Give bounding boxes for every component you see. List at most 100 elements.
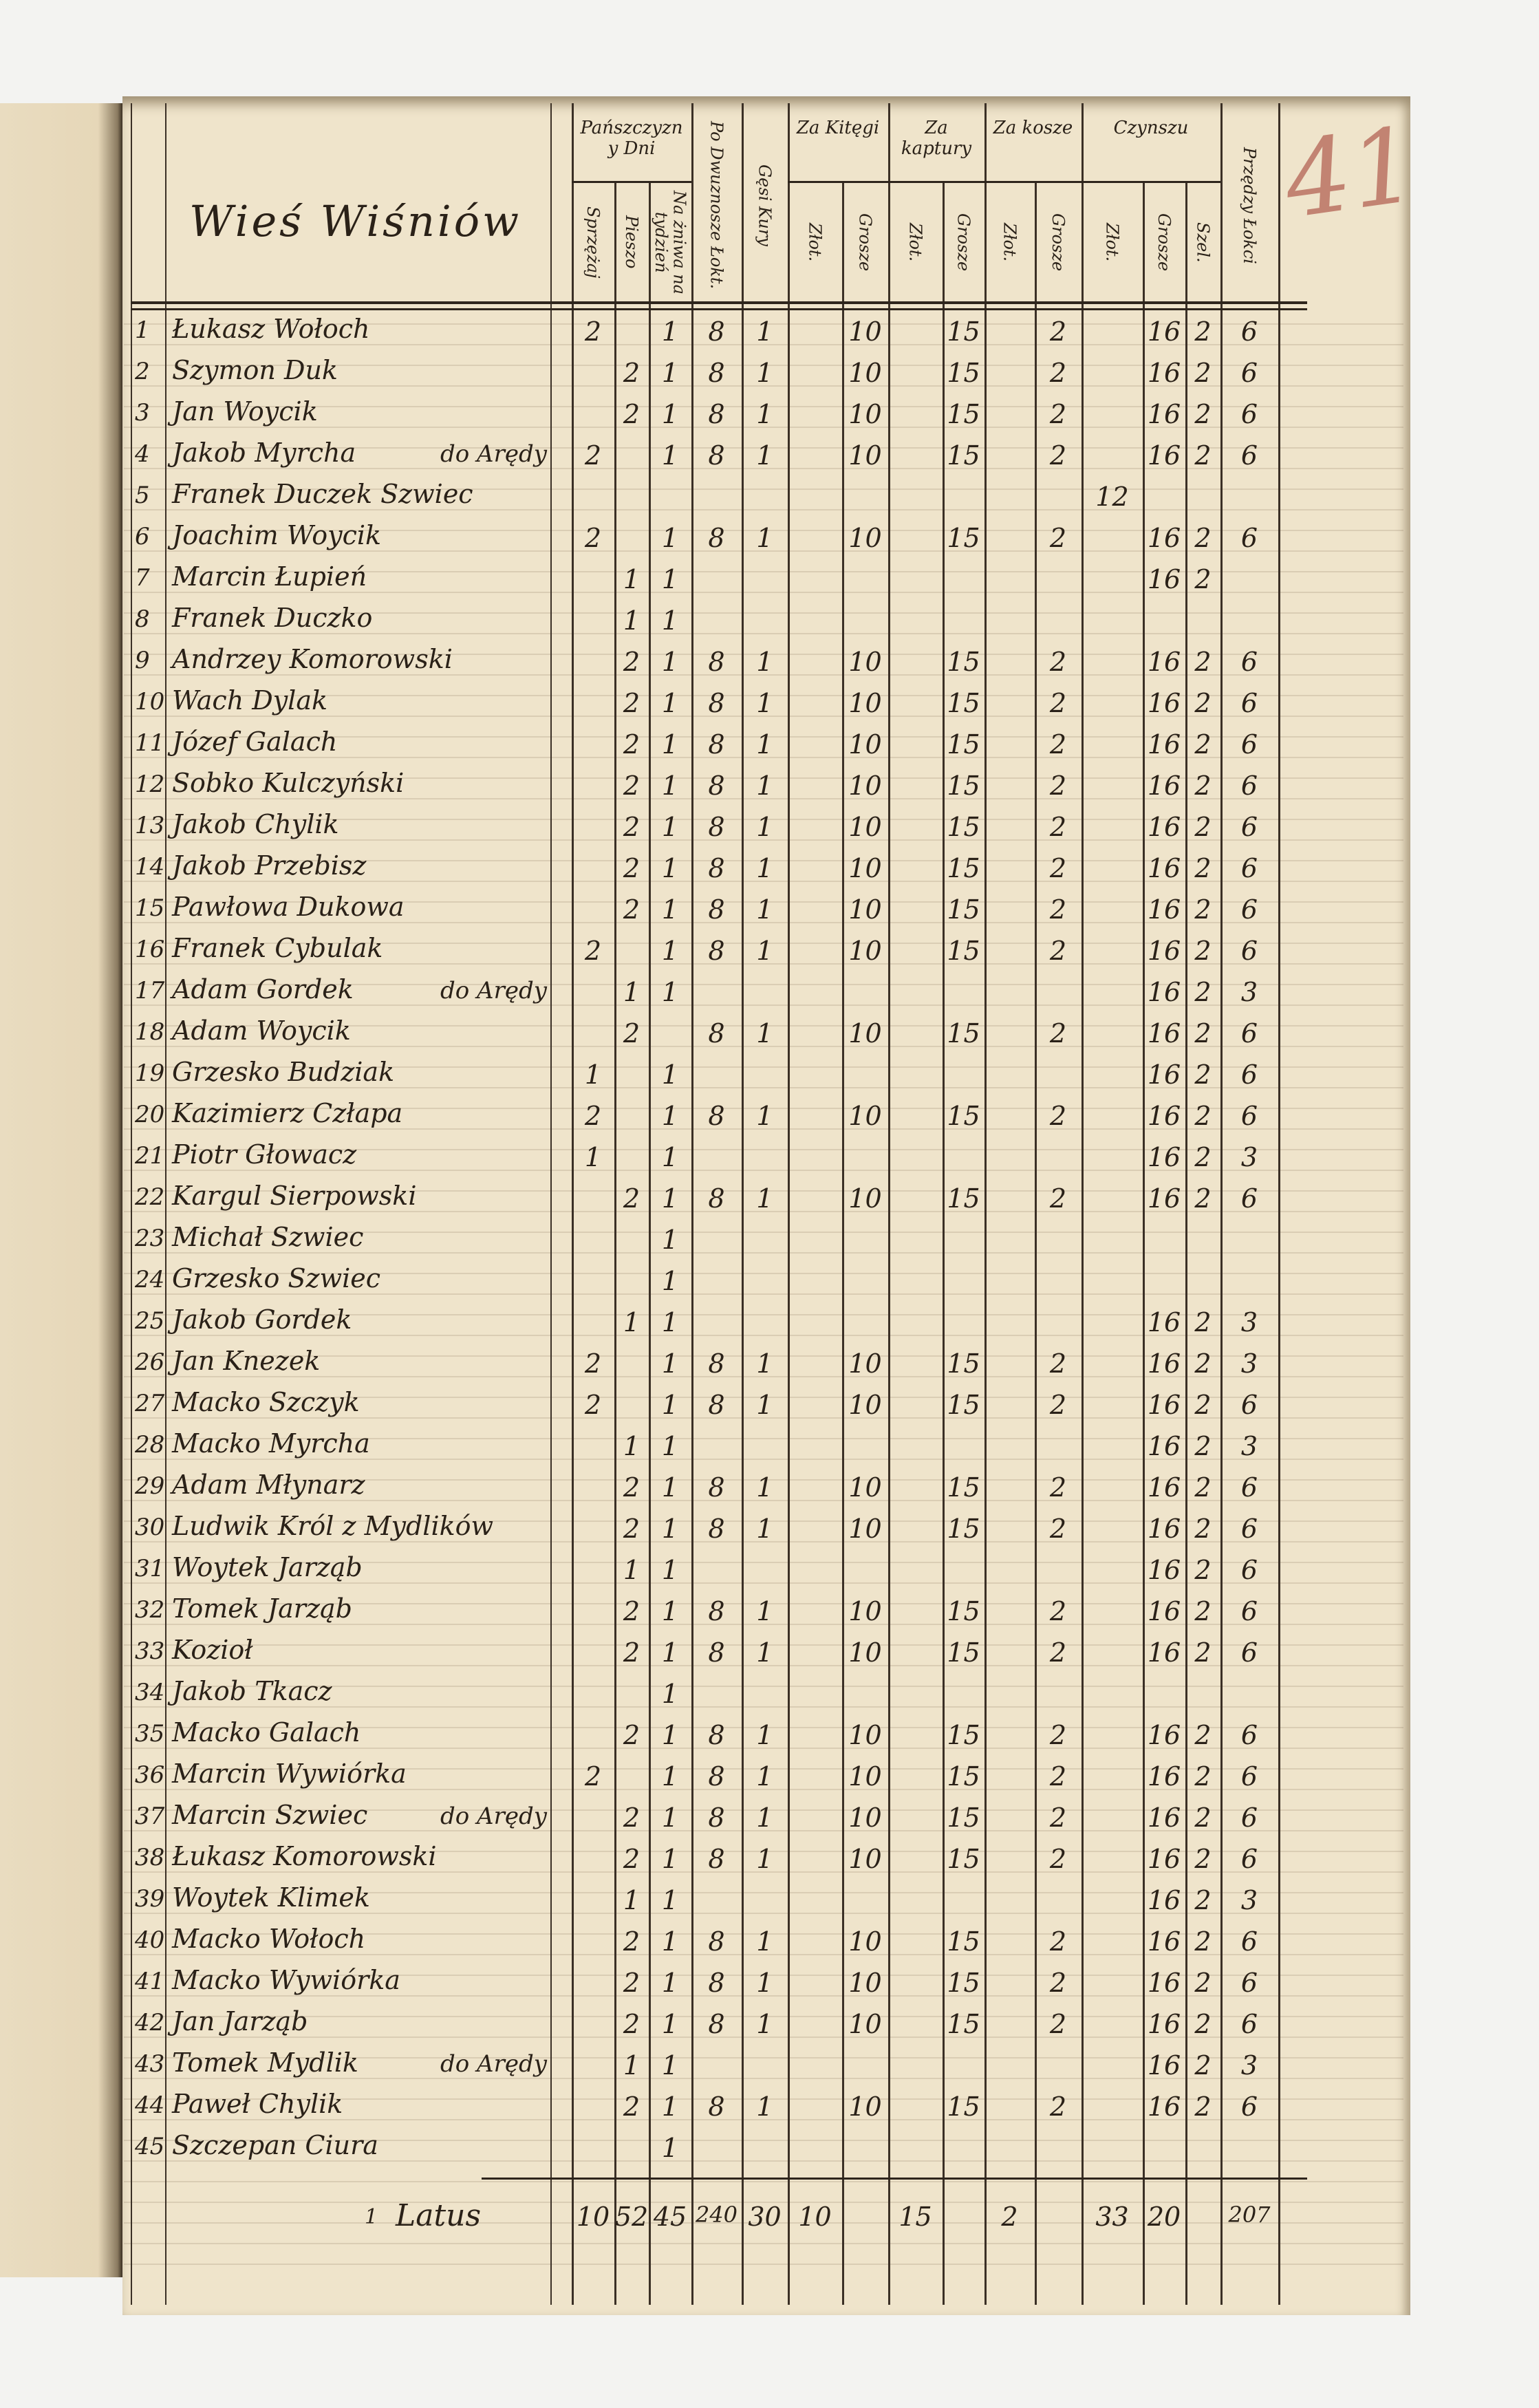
row-value: 10 <box>848 1637 882 1668</box>
row-name: Pawłowa Dukowa <box>172 892 405 922</box>
row-value: 15 <box>947 1761 980 1792</box>
row-name: Jakob Tkacz <box>172 1676 332 1706</box>
row-number: 19 <box>135 1060 165 1087</box>
row-number: 30 <box>135 1514 165 1541</box>
row-value: 8 <box>708 1844 725 1874</box>
rule-line <box>124 406 1403 407</box>
row-value: 2 <box>584 440 602 471</box>
row-value: 2 <box>623 729 641 760</box>
row-value: 2 <box>1194 729 1212 760</box>
rule-line <box>124 550 1403 552</box>
row-value: 2 <box>623 812 641 842</box>
row-value: 2 <box>1049 1844 1067 1874</box>
row-name: Jakob Gordek <box>172 1304 352 1335</box>
row-value: 1 <box>661 1803 679 1833</box>
row-value: 2 <box>1194 1101 1212 1131</box>
row-value: 16 <box>1147 977 1181 1007</box>
row-name: Franek Duczek Szwiec <box>172 479 473 509</box>
row-value: 1 <box>756 440 773 471</box>
row-value: 1 <box>661 1266 679 1296</box>
rule-line <box>124 571 1403 572</box>
row-number: 29 <box>135 1472 165 1500</box>
row-value: 2 <box>623 1183 641 1214</box>
row-value: 6 <box>1240 771 1258 801</box>
column-line <box>1035 182 1037 2305</box>
row-value: 2 <box>623 1968 641 1998</box>
row-name: Tomek Jarząb <box>172 1593 352 1624</box>
row-value: 1 <box>661 812 679 842</box>
row-value: 8 <box>708 523 725 553</box>
row-value: 16 <box>1147 771 1181 801</box>
row-name: Kazimierz Człapa <box>172 1098 403 1128</box>
row-value: 6 <box>1240 853 1258 883</box>
row-value: 2 <box>1194 1472 1212 1503</box>
row-value: 2 <box>1049 1596 1067 1626</box>
row-value: 3 <box>1240 1307 1258 1337</box>
rule-line <box>124 1541 1403 1542</box>
row-value: 10 <box>848 399 882 429</box>
row-value: 1 <box>661 977 679 1007</box>
totals-value: 30 <box>748 2202 782 2232</box>
rule-line <box>124 1562 1403 1563</box>
row-value: 15 <box>947 1390 980 1420</box>
row-value: 1 <box>661 2009 679 2039</box>
row-value: 16 <box>1147 316 1181 347</box>
row-value: 15 <box>947 1720 980 1750</box>
row-value: 2 <box>1194 399 1212 429</box>
row-name: Marcin Szwiec <box>172 1800 368 1830</box>
row-value: 2 <box>1049 1101 1067 1131</box>
row-name: Kozioł <box>172 1635 253 1665</box>
row-value: 8 <box>708 399 725 429</box>
rule-line <box>124 1706 1403 1708</box>
row-number: 5 <box>135 482 150 509</box>
rule-line <box>124 1603 1403 1604</box>
row-value: 16 <box>1147 1514 1181 1544</box>
row-value: 2 <box>1194 1803 1212 1833</box>
header-group-label: Czynszu <box>1113 118 1189 138</box>
row-value: 1 <box>661 894 679 925</box>
row-value: 10 <box>848 647 882 677</box>
row-value: 1 <box>756 1844 773 1874</box>
rule-line <box>124 695 1403 696</box>
row-number: 34 <box>135 1679 165 1706</box>
row-name: Szczepan Ciura <box>172 2130 378 2160</box>
column-line <box>165 103 166 2305</box>
header-group-label: Za kaptury <box>901 118 972 159</box>
row-name: Jakob Przebisz <box>172 850 367 881</box>
rule-line <box>124 1768 1403 1770</box>
row-value: 16 <box>1147 1596 1181 1626</box>
row-value: 2 <box>623 1844 641 1874</box>
rule-line <box>124 2036 1403 2038</box>
row-value: 6 <box>1240 1060 1258 1090</box>
header-group-label: Za kosze <box>993 118 1073 138</box>
row-name: Adam Woycik <box>172 1015 351 1046</box>
row-name: Grzesko Budziak <box>172 1057 395 1087</box>
row-value: 3 <box>1240 1431 1258 1461</box>
column-line <box>788 103 790 2305</box>
row-value: 1 <box>661 1101 679 1131</box>
rule-line <box>124 447 1403 449</box>
row-value: 1 <box>756 688 773 718</box>
row-value: 1 <box>661 936 679 966</box>
totals-value: 10 <box>798 2202 832 2232</box>
row-value: 1 <box>661 1844 679 1874</box>
row-name: Michał Szwiec <box>172 1222 364 1252</box>
row-name: Grzesko Szwiec <box>172 1263 381 1293</box>
row-value: 1 <box>661 688 679 718</box>
row-number: 23 <box>135 1225 165 1252</box>
rule-line <box>124 1025 1403 1026</box>
row-value: 2 <box>1049 399 1067 429</box>
row-number: 33 <box>135 1637 165 1665</box>
row-value: 2 <box>1049 1472 1067 1503</box>
row-value: 2 <box>1194 1720 1212 1750</box>
row-number: 39 <box>135 1885 165 1913</box>
row-value: 10 <box>848 1472 882 1503</box>
rule-line <box>124 1376 1403 1377</box>
row-value: 1 <box>661 1225 679 1255</box>
row-value: 2 <box>1194 894 1212 925</box>
row-value: 1 <box>661 1761 679 1792</box>
rule-line <box>124 1190 1403 1192</box>
header-column-label: Złot. <box>805 222 825 262</box>
row-number: 28 <box>135 1431 165 1459</box>
row-value: 8 <box>708 358 725 388</box>
